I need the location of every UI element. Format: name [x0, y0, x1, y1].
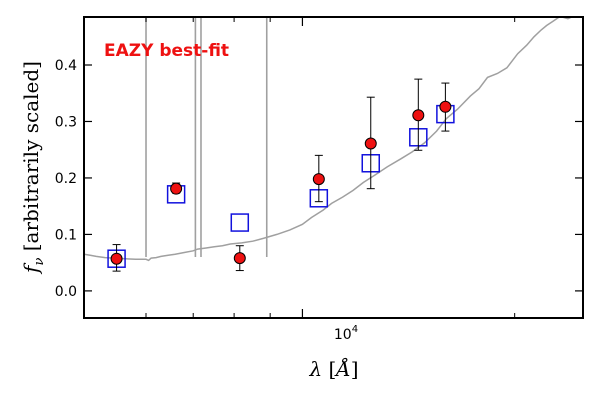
observed-point-4 [364, 137, 377, 150]
observed-point-6 [439, 100, 452, 113]
x-axis-label: λ [Å] [308, 356, 358, 381]
observed-point-3 [312, 173, 325, 186]
y-tick-label-1: 0.1 [55, 227, 77, 243]
observed-point-1 [170, 182, 183, 195]
observed-point-2 [233, 252, 246, 265]
emission-lines [145, 17, 268, 258]
observed-photometry-series [110, 78, 452, 272]
model-square-2 [230, 213, 250, 232]
observed-point-0 [110, 252, 123, 265]
observed-point-5 [412, 109, 425, 122]
x-tick-label-1e4: 104 [334, 324, 358, 343]
y-tick-label-0: 0.0 [55, 284, 77, 300]
plot-background [84, 17, 583, 318]
template-spectrum-line [84, 17, 574, 262]
annotation-label: EAZY best-fit [104, 41, 229, 61]
y-axis-label: fν [arbitrarily scaled] [19, 61, 47, 275]
y-tick-labels: 0.0 0.1 0.2 0.3 0.4 [55, 58, 77, 300]
y-tick-label-3: 0.3 [55, 114, 77, 130]
y-tick-label-2: 0.2 [55, 171, 77, 187]
axis-ticks [84, 17, 583, 318]
plot-area [84, 17, 574, 272]
plot-frame [83, 16, 584, 319]
y-tick-label-4: 0.4 [55, 58, 77, 74]
